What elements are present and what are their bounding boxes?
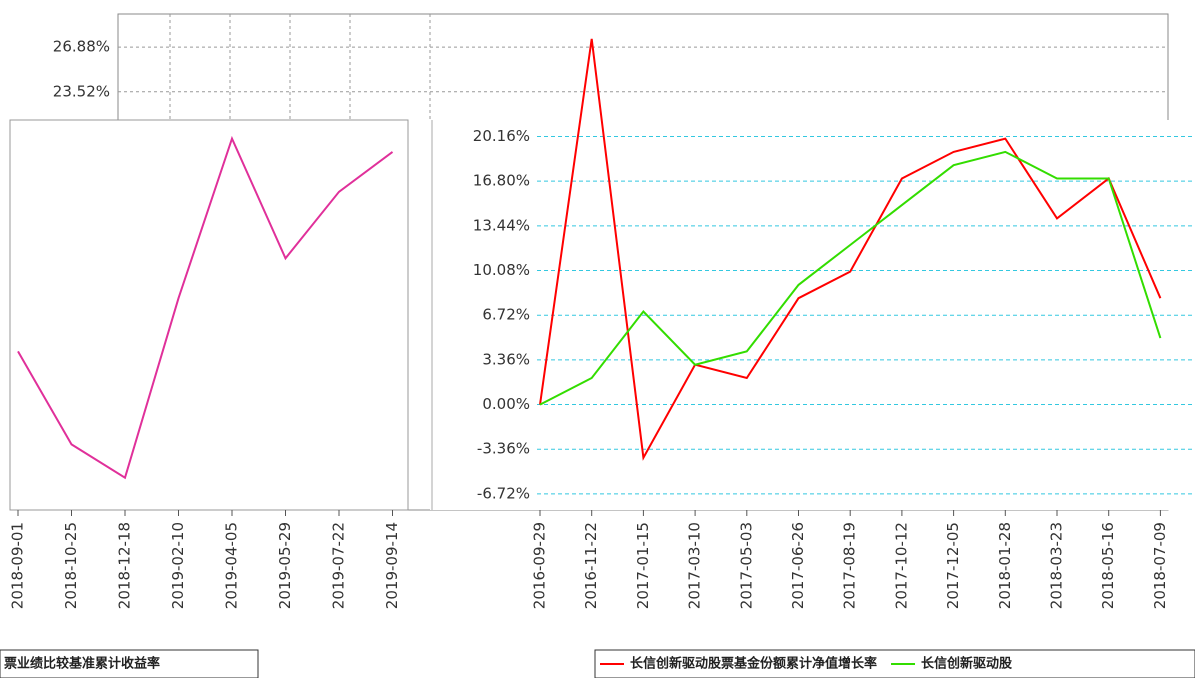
x-tick-label: 2019-04-05 bbox=[223, 522, 241, 609]
left-panel bbox=[10, 120, 408, 510]
x-tick-label: 2019-07-22 bbox=[330, 522, 348, 609]
x-tick-label: 2017-01-15 bbox=[634, 522, 652, 609]
x-tick-label: 2018-03-23 bbox=[1048, 522, 1066, 609]
x-tick-label: 2019-05-29 bbox=[276, 522, 294, 609]
x-tick-label: 2018-07-09 bbox=[1151, 522, 1169, 609]
y-tick-label: 20.16% bbox=[473, 127, 530, 145]
x-tick-label: 2019-09-14 bbox=[383, 522, 401, 609]
x-tick-label: 2016-09-29 bbox=[531, 522, 549, 609]
y-tick-label: 10.08% bbox=[473, 261, 530, 279]
y-tick-label: 6.72% bbox=[482, 306, 530, 324]
y-tick-label: 0.00% bbox=[482, 395, 530, 413]
x-tick-label: 2018-01-28 bbox=[996, 522, 1014, 609]
x-tick-label: 2017-05-03 bbox=[737, 522, 755, 609]
x-tick-label: 2019-02-10 bbox=[169, 522, 187, 609]
legend-label: 票业绩比较基准累计收益率 bbox=[4, 656, 160, 672]
x-tick-label: 2018-05-16 bbox=[1099, 522, 1117, 609]
x-tick-label: 2018-09-01 bbox=[9, 522, 27, 609]
y-tick-label: 13.44% bbox=[473, 216, 530, 234]
x-tick-label: 2017-10-12 bbox=[892, 522, 910, 609]
x-tick-label: 2017-03-10 bbox=[686, 522, 704, 609]
y-tick-label: 26.88% bbox=[53, 38, 110, 56]
x-tick-label: 2017-08-19 bbox=[841, 522, 859, 609]
x-tick-label: 2016-11-22 bbox=[582, 522, 600, 609]
y-tick-label: 23.52% bbox=[53, 82, 110, 100]
x-tick-label: 2018-10-25 bbox=[62, 522, 80, 609]
legend-label: 长信创新驱动股票基金份额累计净值增长率 bbox=[630, 656, 877, 672]
y-tick-label: 3.36% bbox=[482, 350, 530, 368]
x-tick-label: 2017-06-26 bbox=[789, 522, 807, 609]
y-tick-label: 16.80% bbox=[473, 172, 530, 190]
x-tick-label: 2018-12-18 bbox=[116, 522, 134, 609]
y-tick-label: -3.36% bbox=[477, 440, 530, 458]
legend-label: 长信创新驱动股 bbox=[921, 656, 1012, 672]
x-tick-label: 2017-12-05 bbox=[944, 522, 962, 609]
y-tick-label: -6.72% bbox=[477, 484, 530, 502]
chart: 26.88% 23.52% 2018-09-01 2018-10-25 2018-12-… bbox=[0, 0, 1195, 678]
